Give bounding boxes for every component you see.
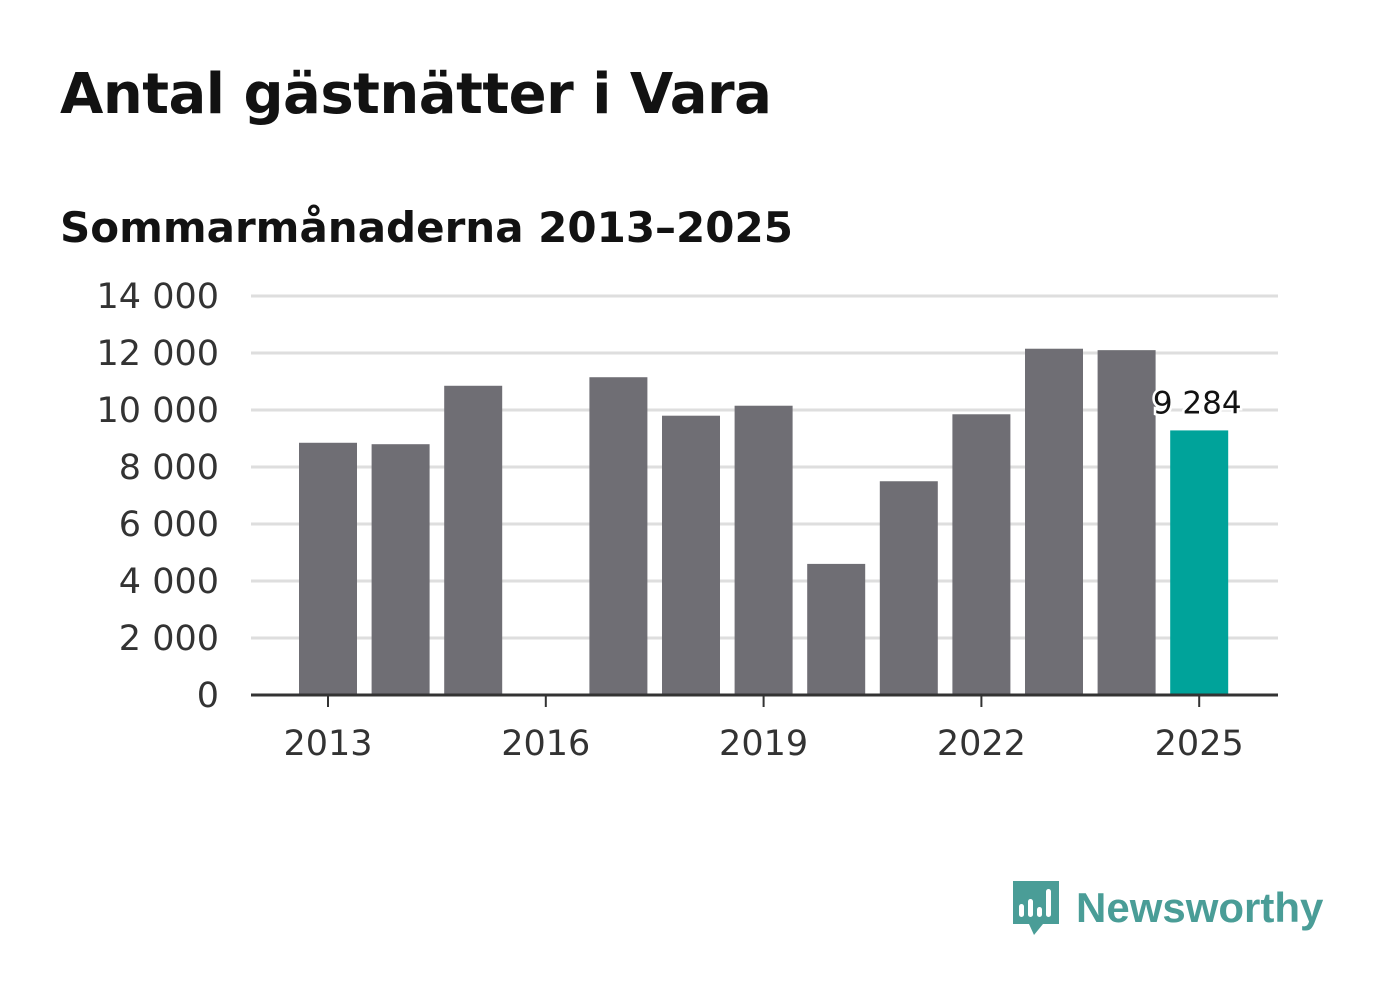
x-tick-label: 2022 bbox=[937, 724, 1026, 764]
bar bbox=[879, 481, 938, 695]
y-tick-label: 10 000 bbox=[97, 391, 219, 431]
data-label: 9 284 bbox=[1153, 385, 1242, 421]
brand-name: Newsworthy bbox=[1076, 884, 1324, 931]
x-axis-ticks: 2013 2016 2019 2022 2025 bbox=[283, 695, 1244, 764]
y-tick-label: 12 000 bbox=[97, 334, 219, 374]
bar bbox=[299, 442, 357, 695]
chart-title: Antal gästnätter i Vara bbox=[60, 62, 772, 127]
bars bbox=[299, 348, 1229, 695]
bar bbox=[952, 414, 1011, 695]
x-tick-label: 2013 bbox=[283, 724, 372, 764]
bar bbox=[807, 563, 866, 695]
bar bbox=[444, 385, 503, 695]
bar bbox=[1170, 430, 1229, 695]
y-tick-label: 6 000 bbox=[119, 505, 219, 545]
y-tick-label: 14 000 bbox=[97, 277, 219, 317]
bar bbox=[734, 405, 793, 695]
x-tick-label: 2019 bbox=[719, 724, 808, 764]
x-tick-label: 2016 bbox=[501, 724, 590, 764]
x-tick-label: 2025 bbox=[1155, 724, 1244, 764]
bar bbox=[1097, 350, 1156, 695]
brand-logo: Newsworthy bbox=[1010, 878, 1323, 938]
y-tick-label: 2 000 bbox=[119, 619, 219, 659]
bar-chart-speech-bubble-icon bbox=[1013, 881, 1059, 935]
bar bbox=[1025, 348, 1083, 695]
y-tick-label: 8 000 bbox=[119, 448, 219, 488]
bar bbox=[662, 415, 720, 695]
bar bbox=[371, 444, 430, 695]
chart-subtitle: Sommarmånaderna 2013–2025 bbox=[60, 203, 793, 252]
data-labels: 9 284 bbox=[1150, 383, 1244, 424]
y-tick-label: 0 bbox=[197, 676, 219, 716]
bar bbox=[589, 377, 648, 695]
y-tick-label: 4 000 bbox=[119, 562, 219, 602]
y-axis-ticks: 0 2 000 4 000 6 000 8 000 10 000 12 000 14 000 bbox=[97, 277, 219, 716]
